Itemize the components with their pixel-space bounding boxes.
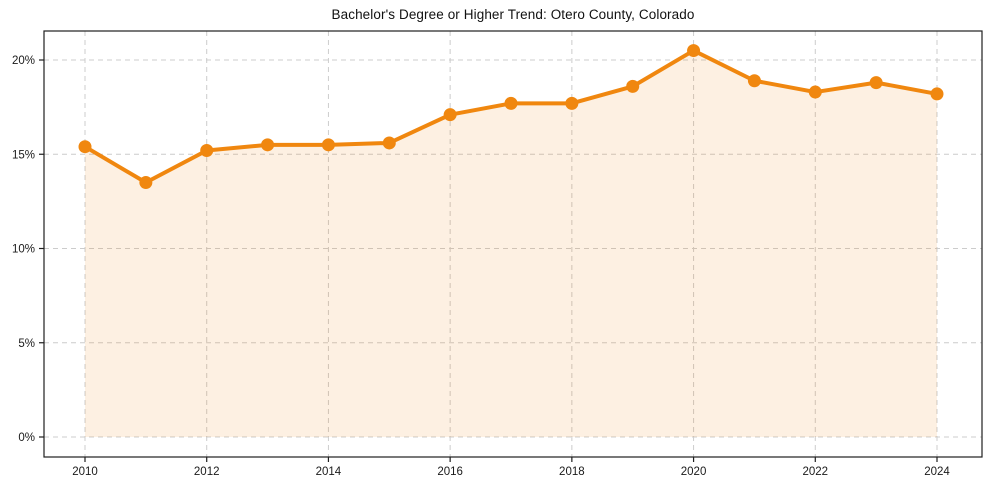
x-tick-label: 2014 <box>316 466 342 478</box>
x-tick-label: 2018 <box>559 466 585 478</box>
data-point <box>687 44 701 58</box>
x-tick-label: 2010 <box>72 466 98 478</box>
y-tick-label: 20% <box>12 55 35 67</box>
chart-title: Bachelor's Degree or Higher Trend: Otero… <box>331 7 695 22</box>
data-point <box>261 138 275 152</box>
data-point <box>504 96 518 110</box>
data-point <box>869 76 883 90</box>
y-tick-label: 5% <box>18 338 35 350</box>
data-point <box>443 108 457 122</box>
data-point <box>78 140 92 154</box>
data-point <box>382 136 396 150</box>
x-tick-label: 2016 <box>437 466 463 478</box>
data-point <box>808 85 822 99</box>
x-tick-label: 2020 <box>681 466 707 478</box>
y-tick-label: 0% <box>18 432 35 444</box>
data-point <box>930 87 944 101</box>
y-tick-label: 10% <box>12 244 35 256</box>
data-point <box>200 143 214 157</box>
y-tick-label: 15% <box>12 149 35 161</box>
plot-border <box>43 30 983 458</box>
data-point <box>321 138 335 152</box>
x-tick-label: 2022 <box>802 466 828 478</box>
data-point <box>626 79 640 93</box>
x-tick-label: 2012 <box>194 466 220 478</box>
area-fill <box>85 50 937 437</box>
data-point <box>565 96 579 110</box>
data-point <box>139 176 153 190</box>
x-tick-label: 2024 <box>924 466 950 478</box>
data-point <box>747 74 761 88</box>
